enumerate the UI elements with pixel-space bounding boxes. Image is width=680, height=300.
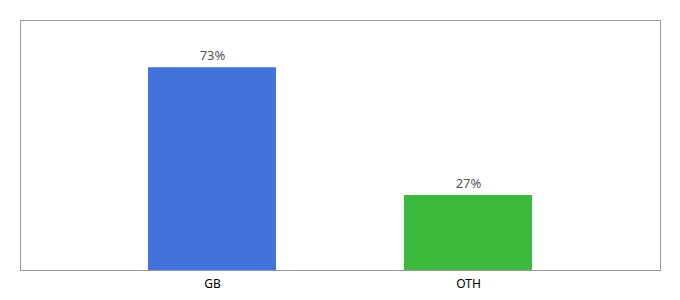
svg-text:27%: 27% xyxy=(456,174,482,192)
svg-text:OTH: OTH xyxy=(456,275,481,292)
svg-text:73%: 73% xyxy=(200,46,226,64)
svg-text:GB: GB xyxy=(204,275,221,292)
